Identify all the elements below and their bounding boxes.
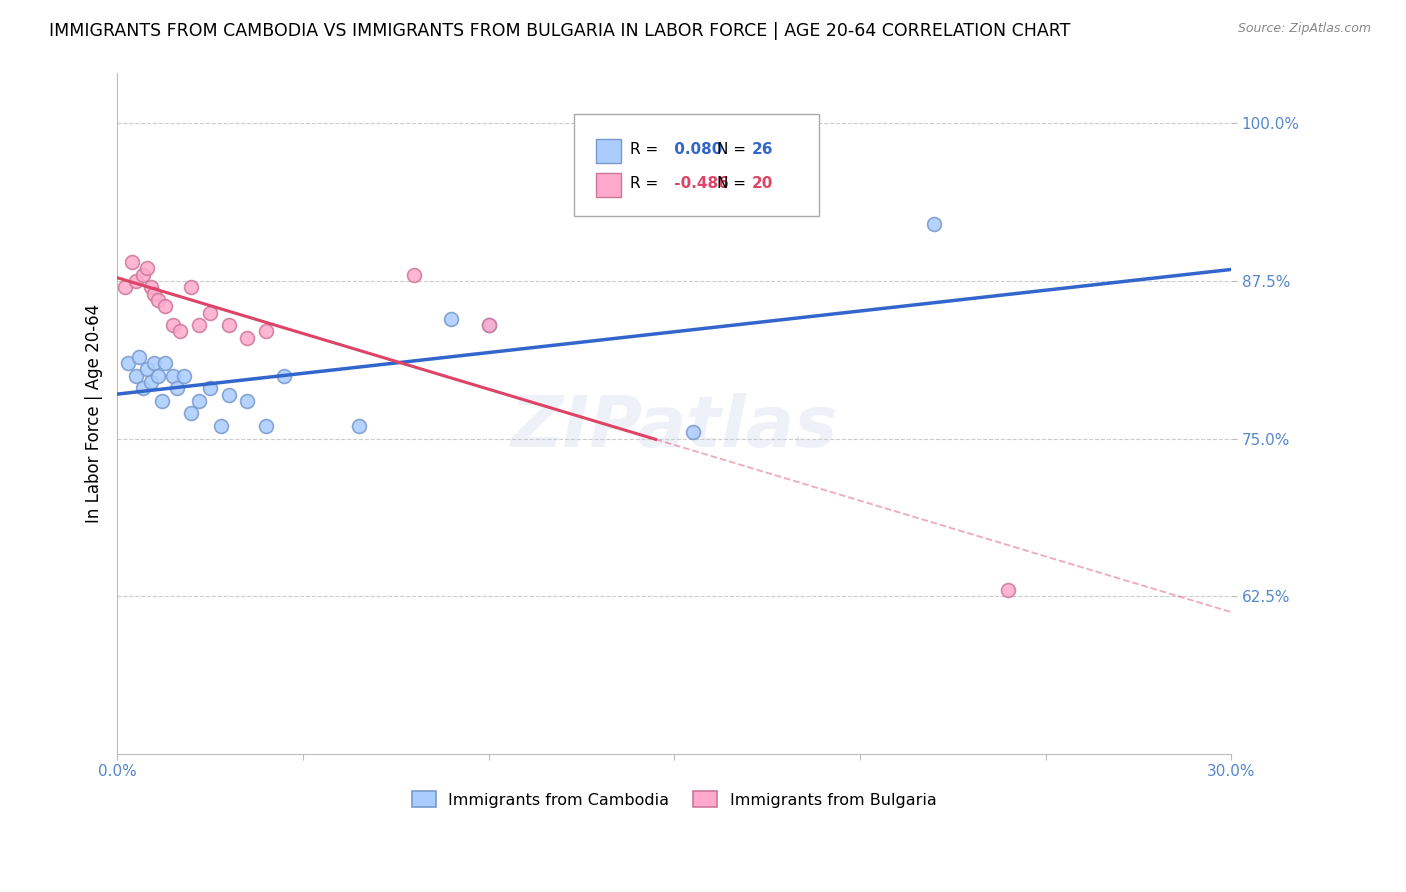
Legend: Immigrants from Cambodia, Immigrants from Bulgaria: Immigrants from Cambodia, Immigrants fro… xyxy=(405,785,943,814)
Point xyxy=(180,406,202,420)
Text: N =: N = xyxy=(717,176,745,191)
FancyBboxPatch shape xyxy=(596,139,620,163)
Point xyxy=(135,362,157,376)
Point xyxy=(150,393,173,408)
Point xyxy=(404,268,426,282)
Point xyxy=(162,368,184,383)
FancyBboxPatch shape xyxy=(596,173,620,197)
Text: 26: 26 xyxy=(752,142,773,157)
Point xyxy=(155,299,177,313)
Point xyxy=(254,325,277,339)
Point xyxy=(146,368,169,383)
Text: ZIPatlas: ZIPatlas xyxy=(510,392,838,461)
Point xyxy=(125,368,148,383)
Point xyxy=(132,381,155,395)
Point xyxy=(477,318,499,333)
Point xyxy=(114,280,136,294)
Text: Source: ZipAtlas.com: Source: ZipAtlas.com xyxy=(1237,22,1371,36)
Text: N =: N = xyxy=(717,142,745,157)
Point xyxy=(139,375,162,389)
Point xyxy=(198,305,221,319)
Point xyxy=(922,217,945,231)
Point xyxy=(209,419,232,434)
Point xyxy=(117,356,139,370)
Point xyxy=(187,318,209,333)
Point xyxy=(347,419,370,434)
Point xyxy=(121,255,143,269)
Point xyxy=(180,280,202,294)
Point xyxy=(125,274,148,288)
Point xyxy=(162,318,184,333)
Point xyxy=(155,356,177,370)
Point xyxy=(187,393,209,408)
Text: R =: R = xyxy=(630,176,658,191)
Text: R =: R = xyxy=(630,142,658,157)
Point xyxy=(128,350,150,364)
Point xyxy=(166,381,188,395)
Text: -0.486: -0.486 xyxy=(669,176,728,191)
Point xyxy=(198,381,221,395)
Point xyxy=(146,293,169,307)
Text: 20: 20 xyxy=(752,176,773,191)
Text: IMMIGRANTS FROM CAMBODIA VS IMMIGRANTS FROM BULGARIA IN LABOR FORCE | AGE 20-64 : IMMIGRANTS FROM CAMBODIA VS IMMIGRANTS F… xyxy=(49,22,1070,40)
Point xyxy=(997,582,1019,597)
FancyBboxPatch shape xyxy=(574,114,820,216)
Point xyxy=(236,393,259,408)
Point xyxy=(218,387,240,401)
Point xyxy=(135,261,157,276)
Point xyxy=(143,356,166,370)
Point xyxy=(132,268,155,282)
Point xyxy=(273,368,295,383)
Point xyxy=(236,331,259,345)
Point xyxy=(139,280,162,294)
Point xyxy=(254,419,277,434)
Y-axis label: In Labor Force | Age 20-64: In Labor Force | Age 20-64 xyxy=(86,304,103,523)
Point xyxy=(169,325,191,339)
Point xyxy=(682,425,704,440)
Point xyxy=(173,368,195,383)
Point xyxy=(477,318,499,333)
Point xyxy=(218,318,240,333)
Point xyxy=(143,286,166,301)
Point xyxy=(440,311,463,326)
Text: 0.080: 0.080 xyxy=(669,142,723,157)
